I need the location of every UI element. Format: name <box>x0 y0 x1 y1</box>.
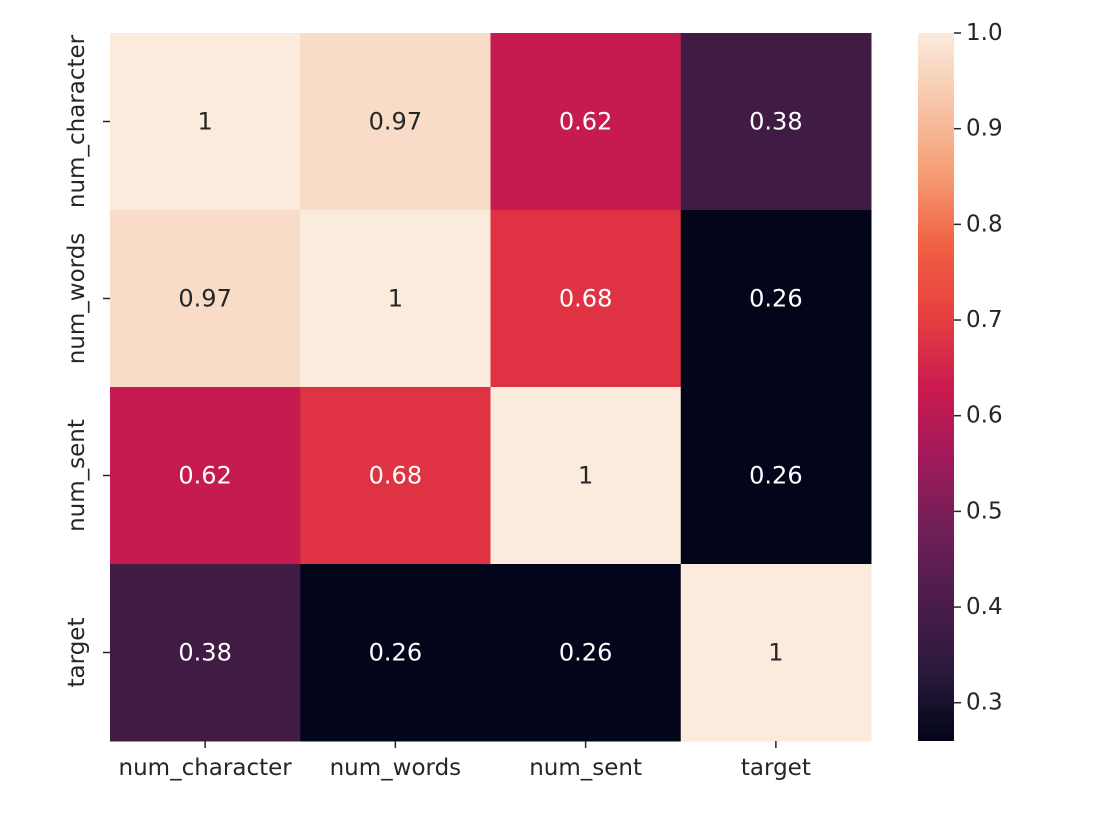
cell-annotation-3-1: 0.26 <box>369 639 422 667</box>
cell-annotation-0-0: 1 <box>197 108 212 136</box>
colorbar: 0.3 0.4 0.5 0.6 0.7 0.8 0.9 1.0 <box>918 20 1003 741</box>
cell-annotation-0-2: 0.62 <box>559 108 612 136</box>
y-tick-label-2: num_sent <box>64 419 90 532</box>
cell-annotation-1-0: 0.97 <box>178 285 231 313</box>
cell-annotation-3-2: 0.26 <box>559 639 612 667</box>
cell-annotation-2-2: 1 <box>578 462 593 490</box>
cell-annotation-3-0: 0.38 <box>178 639 231 667</box>
heatmap-cell-3-2 <box>490 564 682 742</box>
colorbar-tick-label-4: 0.7 <box>966 307 1003 333</box>
x-tick-label-2: num_sent <box>529 755 642 781</box>
colorbar-tick-label-0: 0.3 <box>966 690 1003 716</box>
cell-annotation-3-3: 1 <box>768 639 783 667</box>
x-tick-label-1: num_words <box>330 755 462 781</box>
heatmap-cell-2-0 <box>110 387 301 565</box>
colorbar-tick-label-3: 0.6 <box>966 403 1003 429</box>
heatmap-cell-2-2 <box>490 387 682 565</box>
colorbar-tick-label-1: 0.4 <box>966 594 1003 620</box>
heatmap-cell-2-1 <box>300 387 491 565</box>
colorbar-bar <box>918 33 954 741</box>
x-axis: num_character num_words num_sent target <box>119 741 811 781</box>
y-tick-label-3: target <box>64 618 90 688</box>
heatmap-cell-2-3 <box>680 387 872 565</box>
heatmap-cell-3-3 <box>680 564 872 742</box>
y-tick-label-1: num_words <box>64 233 90 365</box>
heatmap-cell-0-3 <box>680 33 872 211</box>
cell-annotation-0-3: 0.38 <box>749 108 802 136</box>
heatmap-cells <box>110 33 872 742</box>
cell-annotations: 1 0.97 0.62 0.38 0.97 1 0.68 0.26 0.62 0.68 1 0.26 0… <box>178 108 802 667</box>
cell-annotation-1-2: 0.68 <box>559 285 612 313</box>
colorbar-tick-label-2: 0.5 <box>966 498 1003 524</box>
heatmap-cell-0-2 <box>490 33 682 211</box>
colorbar-tick-label-7: 1.0 <box>966 20 1003 46</box>
cell-annotation-1-1: 1 <box>388 285 403 313</box>
heatmap-cell-0-1 <box>300 33 491 211</box>
x-tick-label-3: target <box>741 755 811 781</box>
cell-annotation-2-3: 0.26 <box>749 462 802 490</box>
cell-annotation-0-1: 0.97 <box>369 108 422 136</box>
cell-annotation-2-0: 0.62 <box>178 462 231 490</box>
heatmap-cell-3-0 <box>110 564 301 742</box>
y-tick-label-0: num_character <box>64 34 90 208</box>
x-tick-label-0: num_character <box>119 755 293 781</box>
colorbar-tick-label-5: 0.8 <box>966 211 1003 237</box>
cell-annotation-1-3: 0.26 <box>749 285 802 313</box>
heatmap-cell-1-1 <box>300 210 491 388</box>
heatmap-cell-1-0 <box>110 210 301 388</box>
heatmap-cell-0-0 <box>110 33 301 211</box>
colorbar-tick-label-6: 0.9 <box>966 116 1003 142</box>
heatmap-cell-1-2 <box>490 210 682 388</box>
heatmap-cell-3-1 <box>300 564 491 742</box>
cell-annotation-2-1: 0.68 <box>369 462 422 490</box>
heatmap-cell-1-3 <box>680 210 872 388</box>
